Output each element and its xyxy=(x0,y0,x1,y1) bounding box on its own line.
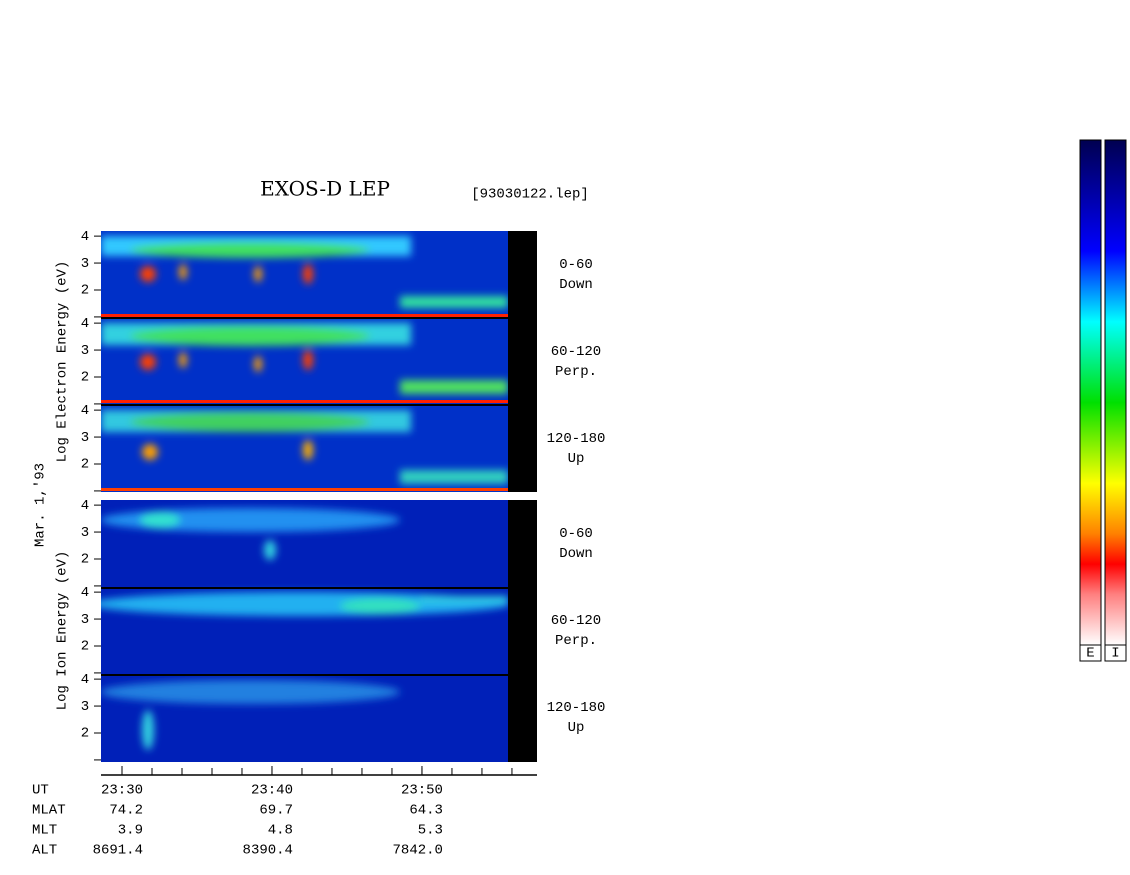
chart-title: EXOS-D LEP xyxy=(260,177,390,201)
colorbar-label: I xyxy=(1111,646,1119,662)
ephemeris-label: ALT xyxy=(32,843,57,859)
y-tick-label: 2 xyxy=(81,370,89,386)
panel-direction: Down xyxy=(559,277,593,293)
y-tick-label: 3 xyxy=(81,430,89,446)
panel-angle: 60-120 xyxy=(551,344,601,360)
panel-direction: Up xyxy=(568,720,585,736)
y-tick-label: 4 xyxy=(81,585,89,601)
ephemeris-value: 5.3 xyxy=(418,823,443,839)
colorbar-label-box xyxy=(1104,644,1127,662)
panel-direction: Perp. xyxy=(555,364,597,380)
y-tick-label: 3 xyxy=(81,343,89,359)
colorbar xyxy=(1104,139,1127,646)
y-tick-label: 4 xyxy=(81,672,89,688)
x-tick-label: 23:40 xyxy=(251,783,293,799)
y-tick-label: 2 xyxy=(81,639,89,655)
date-label: Mar. 1,'93 xyxy=(33,463,49,547)
ephemeris-label: UT xyxy=(32,783,49,799)
y-tick-label: 3 xyxy=(81,525,89,541)
panel-angle: 60-120 xyxy=(551,613,601,629)
electron-spectrogram xyxy=(101,231,508,492)
colorbar-label: E xyxy=(1086,646,1094,662)
x-tick-label: 23:30 xyxy=(101,783,143,799)
ephemeris-value: 64.3 xyxy=(409,803,443,819)
ephemeris-label: MLT xyxy=(32,823,57,839)
ephemeris-value: 74.2 xyxy=(109,803,143,819)
y-tick-label: 4 xyxy=(81,498,89,514)
ephemeris-value: 4.8 xyxy=(268,823,293,839)
y-tick-label: 2 xyxy=(81,457,89,473)
y-tick-label: 4 xyxy=(81,229,89,245)
y-axis-label: Log Electron Energy (eV) xyxy=(55,261,71,463)
x-tick-label: 23:50 xyxy=(401,783,443,799)
panel-angle: 120-180 xyxy=(547,700,606,716)
y-tick-label: 3 xyxy=(81,612,89,628)
ephemeris-label: MLAT xyxy=(32,803,66,819)
panel-angle: 0-60 xyxy=(559,257,593,273)
panel-angle: 120-180 xyxy=(547,431,606,447)
panel-direction: Down xyxy=(559,546,593,562)
y-tick-label: 2 xyxy=(81,552,89,568)
ephemeris-value: 7842.0 xyxy=(393,843,443,859)
y-tick-label: 4 xyxy=(81,403,89,419)
ephemeris-value: 3.9 xyxy=(118,823,143,839)
colorbar-label-box xyxy=(1079,644,1102,662)
no-data-area xyxy=(508,231,537,492)
panel-direction: Up xyxy=(568,451,585,467)
y-axis-label: Log Ion Energy (eV) xyxy=(55,551,71,711)
y-tick-label: 4 xyxy=(81,316,89,332)
colorbar xyxy=(1079,139,1102,646)
ephemeris-value: 8691.4 xyxy=(93,843,143,859)
file-label: [93030122.lep] xyxy=(471,187,589,203)
ion-spectrogram xyxy=(101,500,508,762)
no-data-area xyxy=(508,500,537,762)
ephemeris-value: 8390.4 xyxy=(243,843,293,859)
y-tick-label: 3 xyxy=(81,699,89,715)
ephemeris-value: 69.7 xyxy=(259,803,293,819)
panel-angle: 0-60 xyxy=(559,526,593,542)
y-tick-label: 3 xyxy=(81,256,89,272)
y-tick-label: 2 xyxy=(81,283,89,299)
y-tick-label: 2 xyxy=(81,726,89,742)
panel-direction: Perp. xyxy=(555,633,597,649)
